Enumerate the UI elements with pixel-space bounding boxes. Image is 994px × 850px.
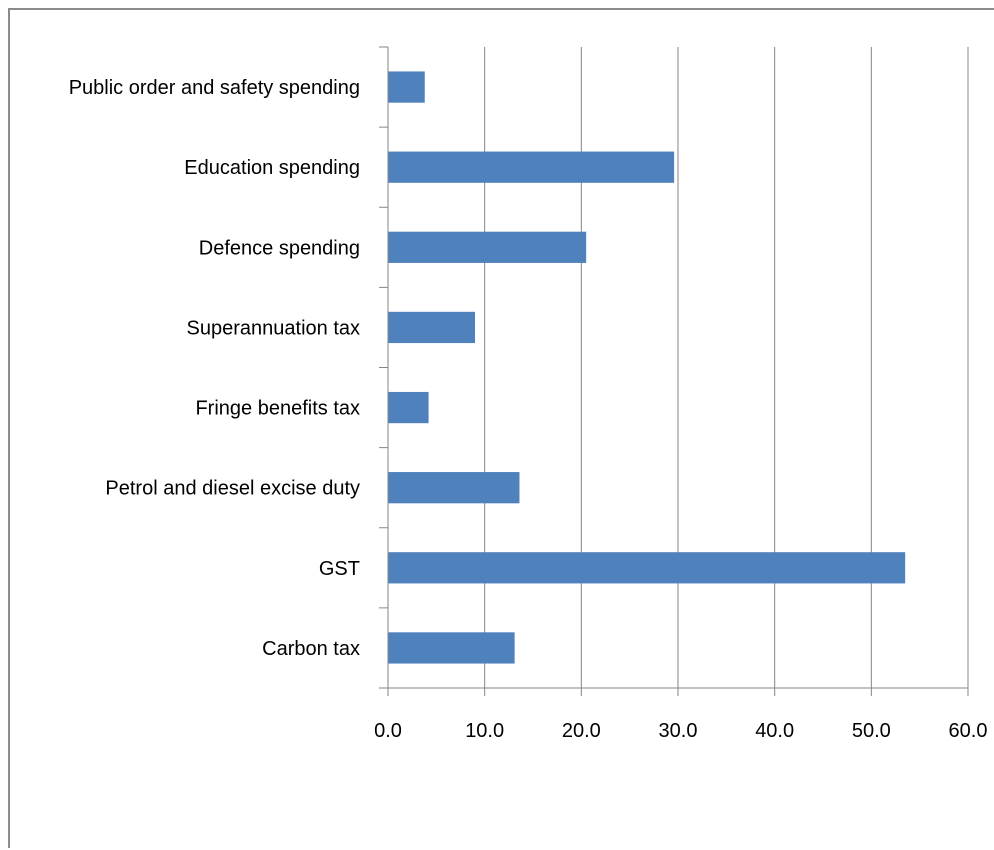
bar	[388, 391, 429, 424]
x-tick-label: 30.0	[659, 720, 698, 742]
category-label: Superannuation tax	[187, 317, 360, 339]
bars	[388, 71, 906, 664]
category-label: Carbon tax	[262, 638, 360, 660]
x-tick-label: 0.0	[374, 720, 402, 742]
bar	[388, 231, 587, 263]
bar	[388, 71, 425, 103]
bar-chart: Public order and safety spending Educatio…	[69, 46, 987, 742]
bar	[388, 151, 675, 183]
category-label: Fringe benefits tax	[195, 398, 360, 420]
x-tick-label: 50.0	[852, 720, 891, 742]
x-tick-labels: 0.0 10.0 20.0 30.0 40.0 50.0 60.0	[374, 720, 987, 742]
category-label: Public order and safety spending	[69, 77, 360, 99]
axes	[379, 46, 969, 696]
x-tick-label: 40.0	[755, 720, 794, 742]
x-tick-label: 10.0	[465, 720, 504, 742]
bar	[388, 552, 906, 584]
x-tick-label: 20.0	[562, 720, 601, 742]
chart-frame: Public order and safety spending Educatio…	[8, 8, 994, 848]
category-label: GST	[319, 558, 360, 580]
bar	[388, 632, 515, 664]
bar	[388, 472, 520, 504]
gridlines	[484, 47, 969, 688]
category-labels: Public order and safety spending Educatio…	[69, 77, 360, 660]
x-tick-label: 60.0	[949, 720, 988, 742]
category-label: Defence spending	[199, 237, 360, 259]
category-label: Petrol and diesel excise duty	[105, 478, 360, 500]
category-label: Education spending	[184, 157, 360, 179]
bar	[388, 311, 475, 344]
